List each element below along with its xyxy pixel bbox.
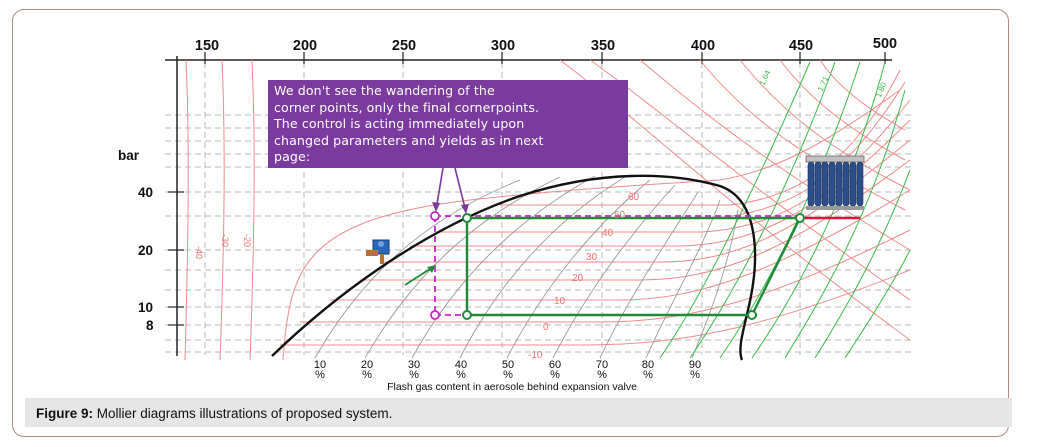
caption-text: Mollier diagrams illustrations of propos… xyxy=(93,406,393,421)
cornerpoint-valve-out xyxy=(462,310,472,320)
isotherm-label: 50 xyxy=(614,210,626,221)
quality-tick-unit: % xyxy=(503,369,513,381)
top-tick-label: 250 xyxy=(392,38,416,54)
pressure-labels: bar 40 20 10 8 xyxy=(118,148,154,333)
top-tick-label: 350 xyxy=(591,38,615,54)
enthalpy-grid xyxy=(204,62,801,355)
top-tick-label: 300 xyxy=(491,38,515,54)
isotherm-label: -10 xyxy=(528,350,543,361)
rotated-label: -20 xyxy=(242,234,252,247)
isotherm-labels: 60 50 40 30 20 10 0 -10 xyxy=(528,192,640,361)
note-pointer-head-2 xyxy=(461,204,469,214)
refrigeration-cycle xyxy=(465,216,802,317)
quality-tick-label: 80 xyxy=(642,359,654,371)
quality-tick-label: 40 xyxy=(455,359,467,371)
cornerpoint-previous-bottom xyxy=(430,310,440,320)
quality-tick-label: 10 xyxy=(314,359,326,371)
caption-label: Figure 9: xyxy=(36,406,94,421)
isotherm-label: 60 xyxy=(628,192,640,203)
isotherm-curves xyxy=(184,59,911,361)
flow-arrow-head xyxy=(427,265,436,273)
isotherm-label: 20 xyxy=(572,273,584,284)
pressure-tick-label: 8 xyxy=(146,318,154,333)
top-tick-label: 450 xyxy=(789,38,813,54)
isotherm-label: 10 xyxy=(554,296,566,307)
quality-tick-label: 20 xyxy=(361,359,373,371)
isotherm-label: 30 xyxy=(586,252,598,263)
top-tick-label: 200 xyxy=(293,38,317,54)
quality-tick-unit: % xyxy=(690,369,700,381)
top-tick-label: 500 xyxy=(873,36,897,52)
dashed-cycle xyxy=(434,215,800,316)
top-axis-labels: 150 200 250 300 350 400 450 500 xyxy=(195,36,897,54)
isotherm-label: 40 xyxy=(602,228,614,239)
quality-tick-label: 50 xyxy=(502,359,514,371)
quality-tick-label: 90 xyxy=(689,359,701,371)
quality-tick-unit: % xyxy=(409,369,419,381)
note-pointer-head-1 xyxy=(432,202,440,212)
cornerpoint-evaporator-out xyxy=(747,310,757,320)
quality-axis-title: Flash gas content in aerosole behind exp… xyxy=(387,381,637,393)
caption-band xyxy=(25,398,1012,427)
isotherm-label: 0 xyxy=(543,322,549,333)
pressure-tick-label: 10 xyxy=(138,300,153,315)
pressure-tick-label: 40 xyxy=(138,185,153,200)
figure-caption: Figure 9: Mollier diagrams illustrations… xyxy=(36,406,392,421)
cornerpoint-compressor-out xyxy=(795,213,805,223)
quality-tick-label: 30 xyxy=(408,359,420,371)
left-axis-ticks xyxy=(168,191,184,326)
quality-tick-unit: % xyxy=(550,369,560,381)
solar-collector-icon xyxy=(805,155,865,210)
flow-arrow xyxy=(404,266,434,286)
cornerpoint-condenser-out xyxy=(462,213,472,223)
top-tick-label: 400 xyxy=(691,38,715,54)
saturation-dome xyxy=(271,174,757,361)
cornerpoint-previous-top xyxy=(430,211,440,221)
rotated-label: -30 xyxy=(220,234,230,247)
quality-tick-unit: % xyxy=(456,369,466,381)
left-rotated-labels: -40 -30 -20 xyxy=(194,234,252,259)
quality-tick-unit: % xyxy=(362,369,372,381)
annotation-note: We don't see the wandering of the corner… xyxy=(268,80,628,168)
pressure-unit-label: bar xyxy=(118,148,140,163)
quality-tick-unit: % xyxy=(597,369,607,381)
quality-axis-labels: 10 % 20 % 30 % 40 % 50 % 60 % 70 % 80 % … xyxy=(314,359,701,393)
quality-tick-label: 70 xyxy=(596,359,608,371)
quality-tick-unit: % xyxy=(643,369,653,381)
expansion-valve-icon xyxy=(366,239,390,264)
pressure-tick-label: 20 xyxy=(138,243,153,258)
rotated-label: -40 xyxy=(194,246,204,259)
quality-tick-label: 60 xyxy=(549,359,561,371)
top-tick-label: 150 xyxy=(195,38,219,54)
quality-tick-unit: % xyxy=(315,369,325,381)
